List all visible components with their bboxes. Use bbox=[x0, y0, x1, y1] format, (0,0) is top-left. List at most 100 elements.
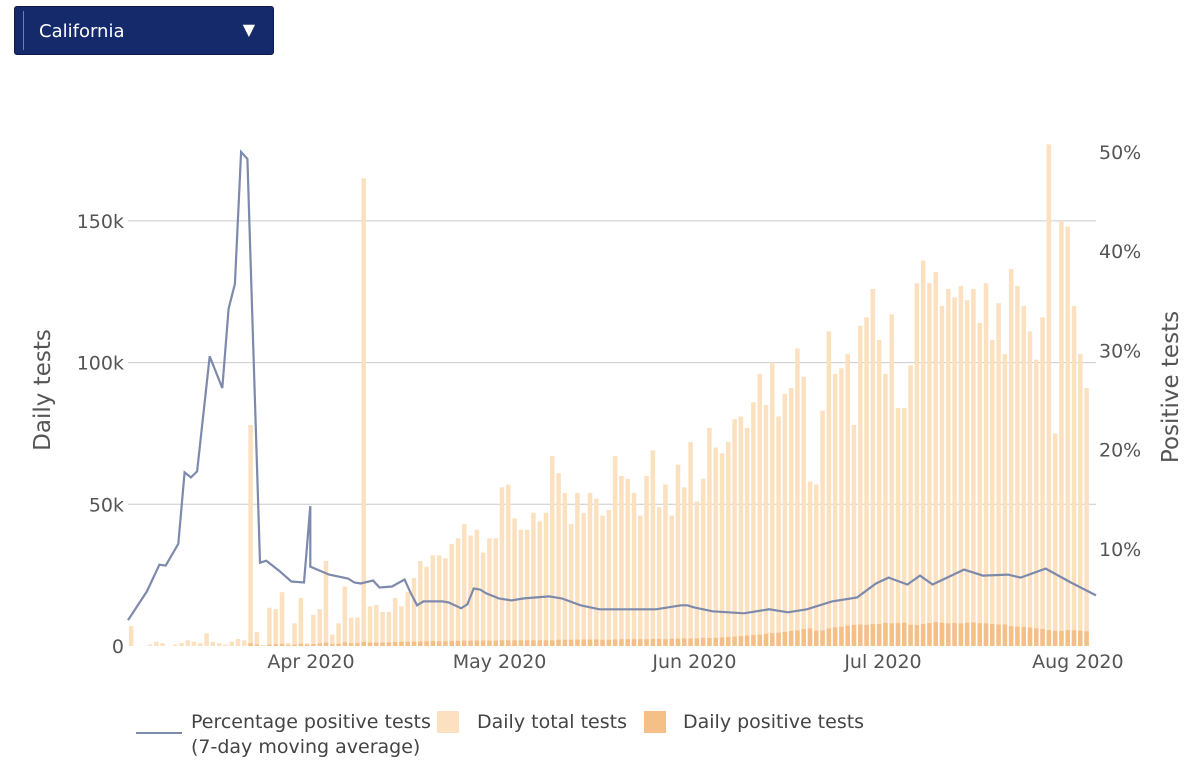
total-test-bar bbox=[744, 427, 750, 646]
right-axis-title: Positive tests bbox=[1158, 311, 1184, 463]
total-test-bar bbox=[682, 487, 687, 646]
total-test-bar bbox=[1065, 226, 1070, 647]
positive-test-bar bbox=[788, 630, 794, 646]
positive-test-bar bbox=[506, 640, 511, 646]
positive-test-bar bbox=[713, 637, 718, 646]
right-tick-label: 20% bbox=[1099, 440, 1141, 462]
positive-test-bar bbox=[449, 640, 454, 646]
positive-test-bar bbox=[1027, 627, 1033, 646]
positive-test-bar bbox=[895, 623, 901, 646]
total-test-bar bbox=[210, 641, 216, 646]
total-test-bar bbox=[851, 424, 857, 646]
total-test-bar bbox=[537, 521, 542, 646]
total-test-bar bbox=[964, 300, 970, 646]
total-test-bar bbox=[254, 631, 260, 646]
positive-test-bar bbox=[738, 636, 744, 646]
positive-test-bar bbox=[1065, 630, 1070, 646]
total-legend-swatch bbox=[437, 711, 459, 733]
positive-test-bar bbox=[292, 644, 297, 646]
total-test-bar bbox=[242, 640, 247, 646]
positive-test-bar bbox=[487, 640, 492, 646]
total-test-bar bbox=[1015, 286, 1020, 646]
total-test-bar bbox=[1046, 144, 1052, 646]
positive-test-bar bbox=[1059, 630, 1064, 646]
right-axis: 10% 20% 30% 40% 50% bbox=[1099, 142, 1141, 561]
positive-test-bar bbox=[411, 641, 417, 646]
positive-test-bar bbox=[776, 632, 781, 646]
positive-test-bar bbox=[914, 625, 920, 646]
positive-test-bar bbox=[355, 643, 360, 646]
positive-test-bar bbox=[581, 639, 586, 646]
total-test-bar bbox=[908, 365, 913, 646]
total-test-bar bbox=[707, 427, 712, 646]
state-selector-value: California bbox=[39, 21, 125, 42]
total-test-bar bbox=[317, 609, 322, 646]
total-test-bar bbox=[644, 475, 649, 646]
positive-test-bar bbox=[971, 622, 976, 646]
total-test-bar bbox=[198, 643, 203, 646]
total-test-bar bbox=[638, 515, 643, 646]
total-tests-bars bbox=[128, 144, 1089, 647]
positive-test-bar bbox=[443, 641, 448, 646]
gridlines bbox=[128, 220, 1096, 505]
state-selector-dropdown[interactable]: California ▼ bbox=[14, 6, 274, 55]
total-test-bar bbox=[323, 560, 329, 646]
positive-test-bar bbox=[763, 633, 769, 646]
positive-test-bar bbox=[418, 641, 423, 646]
total-test-bar bbox=[751, 402, 756, 646]
positive-test-bar bbox=[845, 625, 850, 646]
positive-test-bar bbox=[1021, 627, 1026, 646]
positive-test-bar bbox=[480, 640, 486, 646]
total-test-bar bbox=[669, 515, 674, 646]
total-test-bar bbox=[462, 524, 467, 646]
total-test-bar bbox=[499, 487, 505, 646]
positive-test-bar bbox=[631, 639, 637, 646]
total-test-bar bbox=[820, 410, 825, 646]
total-test-bar bbox=[367, 606, 373, 646]
positive-test-bar bbox=[964, 622, 970, 646]
total-test-bar bbox=[355, 617, 360, 646]
total-test-bar bbox=[839, 368, 844, 646]
total-test-bar bbox=[713, 447, 718, 646]
total-test-bar bbox=[996, 303, 1001, 646]
total-test-bar bbox=[876, 339, 882, 646]
positive-legend-swatch bbox=[644, 711, 666, 733]
total-test-bar bbox=[223, 644, 228, 646]
x-tick-label: May 2020 bbox=[453, 651, 547, 673]
left-tick-label: 50k bbox=[89, 494, 124, 516]
total-test-bar bbox=[380, 611, 385, 646]
total-test-bar bbox=[154, 641, 159, 646]
positive-test-bar bbox=[493, 640, 498, 646]
positive-test-bar bbox=[757, 634, 762, 646]
positive-test-bar bbox=[336, 643, 341, 646]
x-axis: Apr 2020 May 2020 Jun 2020 Jul 2020 Aug 2020 bbox=[267, 651, 1123, 673]
total-test-bar bbox=[770, 362, 775, 646]
positive-test-bar bbox=[1034, 628, 1039, 646]
total-test-bar bbox=[807, 481, 813, 646]
total-test-bar bbox=[374, 604, 379, 646]
positive-test-bar bbox=[638, 639, 643, 646]
testing-chart: 0 50k 100k 150k 10% 20% 30% 40% 50% Apr 2020 May… bbox=[30, 142, 1184, 673]
positive-test-bar bbox=[254, 644, 260, 646]
total-test-bar bbox=[927, 283, 932, 646]
total-test-bar bbox=[788, 388, 794, 646]
positive-test-bar bbox=[801, 628, 806, 646]
positive-test-bar bbox=[380, 642, 385, 646]
positive-test-bar bbox=[858, 624, 863, 646]
positive-test-bar bbox=[732, 636, 737, 646]
positive-test-bar bbox=[273, 644, 278, 646]
chevron-down-icon: ▼ bbox=[242, 20, 255, 39]
positive-test-bar bbox=[1015, 626, 1020, 646]
total-test-bar bbox=[1084, 388, 1089, 646]
positive-test-bar bbox=[575, 639, 580, 646]
positive-test-bar bbox=[656, 638, 662, 646]
total-test-bar bbox=[405, 592, 410, 646]
total-test-bar bbox=[895, 407, 901, 646]
total-test-bar bbox=[983, 283, 989, 646]
total-test-bar bbox=[531, 512, 536, 646]
x-tick-label: Jun 2020 bbox=[651, 651, 736, 673]
total-test-bar bbox=[279, 592, 285, 646]
positive-test-bar bbox=[348, 643, 354, 646]
total-test-bar bbox=[977, 322, 982, 646]
total-test-bar bbox=[858, 325, 863, 646]
